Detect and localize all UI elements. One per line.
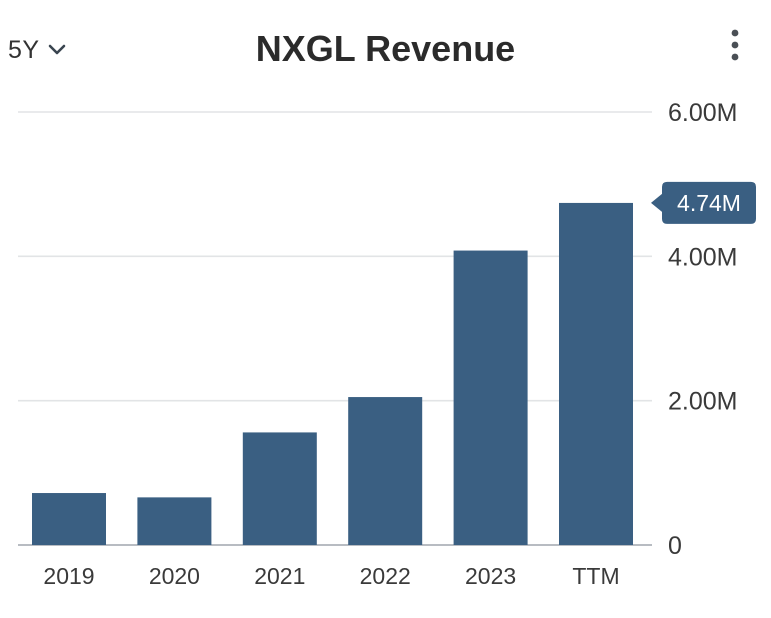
bar-2022	[348, 397, 423, 545]
time-range-label: 5Y	[8, 35, 40, 64]
latest-value-tag: 4.74M	[651, 181, 756, 224]
x-tick-label: 2023	[465, 563, 516, 589]
bar-2019	[32, 493, 106, 545]
bar-2020	[137, 497, 212, 545]
more-options-button[interactable]	[718, 26, 752, 68]
value-tag-background	[651, 181, 756, 224]
y-tick-label: 4.00M	[668, 243, 737, 271]
value-tag-label: 4.74M	[677, 190, 741, 216]
y-tick-label: 2.00M	[668, 388, 737, 416]
bar-2023	[453, 250, 528, 545]
chevron-down-icon	[48, 43, 66, 57]
x-tick-label: 2022	[360, 563, 411, 589]
x-tick-label: TTM	[572, 563, 619, 589]
x-tick-label: 2020	[149, 563, 200, 589]
y-tick-label: 0	[668, 532, 682, 560]
y-tick-label: 6.00M	[668, 99, 737, 127]
bar-2021	[242, 432, 317, 545]
more-vertical-icon	[730, 28, 740, 67]
time-range-selector[interactable]: 5Y	[8, 32, 66, 68]
x-tick-label: 2019	[43, 563, 94, 589]
bar-ttm	[559, 202, 633, 545]
x-tick-label: 2021	[254, 563, 305, 589]
